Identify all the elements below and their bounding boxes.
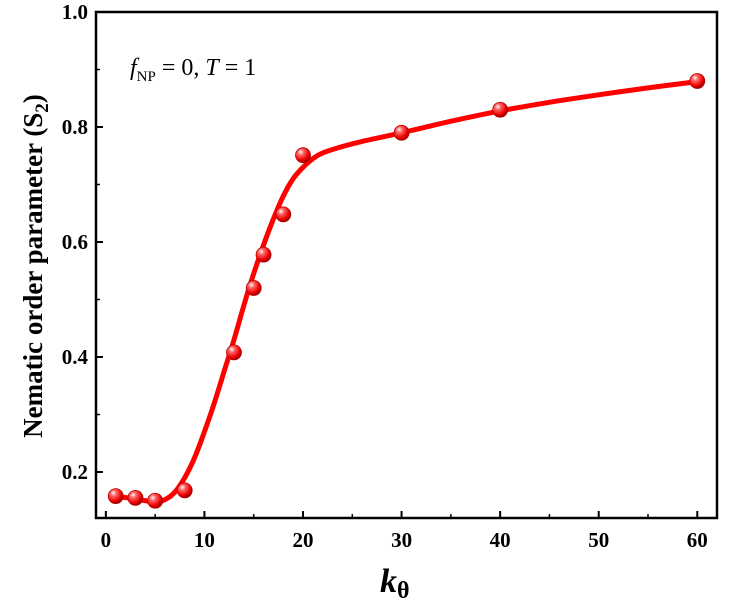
x-axis-label: kθ — [380, 563, 410, 604]
data-point — [689, 73, 706, 89]
fit-curve-layer — [113, 79, 700, 505]
y-ticks: 0.2 0.4 0.6 0.8 1.0 — [62, 0, 103, 484]
x-tick-label: 20 — [293, 528, 314, 552]
annotation: fNP = 0, T = 1 — [130, 55, 256, 85]
data-point — [226, 344, 242, 361]
data-point — [393, 124, 410, 141]
y-tick-label: 0.6 — [62, 230, 88, 254]
data-point — [275, 206, 292, 223]
data-point — [176, 482, 193, 499]
data-point — [107, 488, 124, 505]
x-tick-label: 40 — [490, 528, 511, 552]
data-points-layer — [107, 73, 706, 509]
y-tick-label: 0.2 — [62, 460, 88, 484]
data-point — [492, 101, 509, 118]
x-tick-label: 0 — [101, 528, 112, 552]
x-tick-label: 60 — [687, 528, 708, 552]
y-axis-label: Nematic order parameter (S2) — [18, 94, 53, 438]
y-tick-label: 0.8 — [62, 115, 88, 139]
data-point — [295, 147, 311, 164]
y-tick-label: 1.0 — [62, 0, 88, 24]
x-tick-label: 50 — [588, 528, 609, 552]
data-point — [127, 489, 144, 506]
y-tick-label: 0.4 — [62, 345, 89, 369]
data-point — [147, 492, 164, 509]
data-point — [245, 280, 262, 296]
x-tick-label: 10 — [194, 528, 215, 552]
x-ticks: 0 10 20 30 40 50 60 — [101, 511, 708, 552]
x-tick-label: 30 — [391, 528, 412, 552]
data-point — [255, 246, 272, 263]
plot-frame — [94, 10, 719, 520]
fit-curve-line — [113, 79, 700, 505]
